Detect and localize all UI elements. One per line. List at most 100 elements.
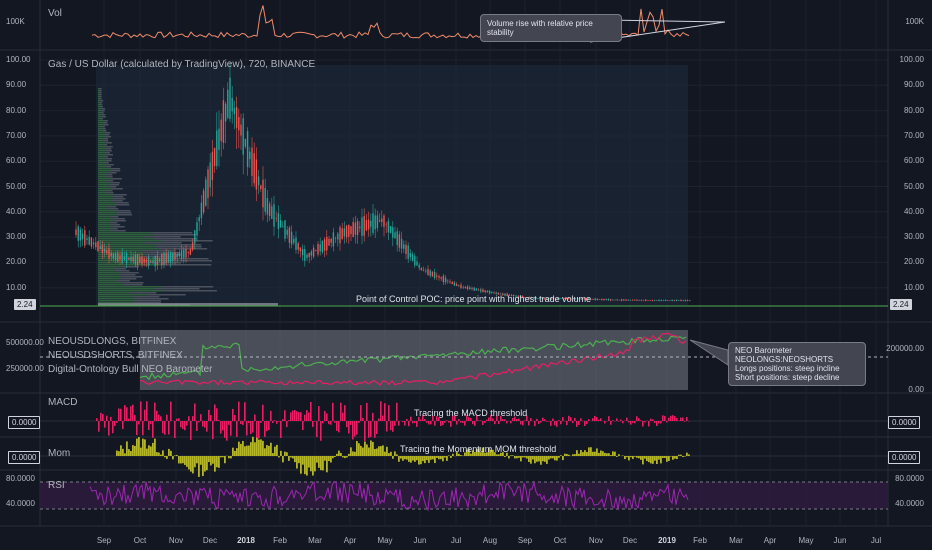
- price-candle: [629, 299, 632, 301]
- price-candle: [180, 250, 183, 259]
- price-candle: [396, 231, 398, 245]
- macd-histogram-bar: [388, 405, 390, 421]
- volume-profile-bar: [98, 196, 113, 198]
- macd-histogram-bar: [238, 401, 240, 421]
- volume-profile-bar: [111, 188, 123, 190]
- mom-bar: [124, 453, 126, 456]
- macd-histogram-bar: [416, 421, 418, 427]
- mom-bar: [290, 456, 292, 458]
- price-candle: [101, 245, 104, 254]
- mom-bar: [120, 445, 122, 456]
- time-axis-label: Jun: [413, 536, 427, 545]
- price-right-tick: 70.00: [903, 130, 924, 140]
- macd-histogram-bar: [578, 421, 580, 426]
- price-candle: [519, 295, 522, 298]
- mom-bar: [446, 456, 448, 461]
- mom-bar: [420, 456, 422, 465]
- volume-profile-bar: [100, 88, 102, 90]
- price-candle: [576, 298, 579, 300]
- price-candle: [649, 300, 651, 301]
- macd-histogram-bar: [436, 416, 438, 421]
- volume-profile-bar: [108, 222, 118, 224]
- mom-bar: [368, 447, 370, 456]
- mom-bar: [282, 456, 284, 463]
- price-candle: [240, 124, 242, 136]
- price-candle: [433, 272, 436, 278]
- mom-bar: [344, 456, 346, 459]
- volume-profile-bar: [98, 232, 151, 234]
- volume-profile-bar: [98, 206, 109, 208]
- volume-profile-bar: [150, 232, 193, 234]
- volume-profile-bar: [100, 92, 102, 94]
- time-axis-label: Mar: [729, 536, 743, 545]
- macd-histogram-bar: [560, 421, 562, 425]
- macd-histogram-bar: [562, 417, 564, 421]
- macd-histogram-bar: [216, 408, 218, 421]
- volume-profile-bar: [98, 88, 100, 90]
- neo-callout[interactable]: NEO Barometer NEOLONGS:NEOSHORTS Longs p…: [728, 342, 866, 386]
- volume-profile-bar: [116, 212, 132, 214]
- price-candle: [224, 103, 227, 122]
- volume-profile-bar: [98, 294, 147, 296]
- macd-histogram-bar: [576, 421, 578, 427]
- price-candle: [392, 227, 394, 238]
- price-candle: [77, 226, 79, 241]
- price-candle: [594, 298, 596, 301]
- mom-bar: [418, 456, 420, 465]
- rsi-right-axis-2: 40.0000: [895, 499, 924, 508]
- volume-profile-bar: [112, 196, 124, 198]
- volume-profile-bar: [120, 266, 139, 268]
- time-axis-label: May: [798, 536, 814, 545]
- price-candle: [640, 299, 643, 301]
- macd-histogram-bar: [386, 421, 388, 432]
- price-candle: [359, 226, 361, 229]
- price-candle: [618, 299, 621, 301]
- price-candle: [653, 299, 656, 301]
- price-candle: [361, 217, 363, 236]
- macd-histogram-bar: [640, 420, 642, 421]
- price-left-tick: 70.00: [6, 130, 27, 140]
- mom-bar: [248, 445, 250, 456]
- vol-callout[interactable]: Volume rise with relative price stabilit…: [480, 14, 622, 42]
- price-candle: [213, 148, 216, 167]
- macd-histogram-bar: [668, 417, 670, 421]
- macd-histogram-bar: [548, 421, 550, 422]
- price-candle: [521, 295, 524, 298]
- price-candle: [579, 298, 581, 300]
- mom-bar: [664, 456, 666, 458]
- rsi-line: [89, 480, 689, 512]
- price-candle: [185, 248, 187, 258]
- mom-bar: [274, 446, 276, 456]
- volume-profile-bar: [98, 124, 104, 126]
- macd-histogram-bar: [320, 421, 322, 441]
- price-candle: [198, 217, 200, 222]
- price-left-tick: 50.00: [6, 181, 27, 191]
- mom-bar: [438, 456, 440, 460]
- macd-histogram-bar: [226, 421, 228, 441]
- price-candle: [394, 232, 396, 239]
- mom-bar: [530, 456, 532, 464]
- macd-histogram-bar: [522, 421, 524, 426]
- neo-callout-line-2: Longs positions: steep incline: [735, 364, 840, 373]
- price-candle: [539, 298, 541, 300]
- price-candle: [684, 299, 687, 302]
- mom-bar: [334, 456, 336, 457]
- price-candle: [616, 299, 618, 301]
- macd-histogram-bar: [222, 421, 224, 431]
- mom-bar: [168, 448, 170, 456]
- macd-histogram-bar: [264, 421, 266, 437]
- macd-histogram-bar: [684, 421, 686, 422]
- mom-bar: [184, 456, 186, 465]
- volume-profile-bar: [98, 138, 104, 140]
- macd-histogram-bar: [406, 418, 408, 421]
- mom-bar: [398, 456, 400, 462]
- mom-bar: [376, 448, 378, 456]
- mom-bar: [648, 456, 650, 463]
- volume-profile-bar: [98, 296, 133, 298]
- macd-histogram-bar: [272, 421, 274, 424]
- mom-bar: [618, 454, 620, 456]
- mom-bar: [674, 456, 676, 459]
- macd-histogram-bar: [390, 421, 392, 431]
